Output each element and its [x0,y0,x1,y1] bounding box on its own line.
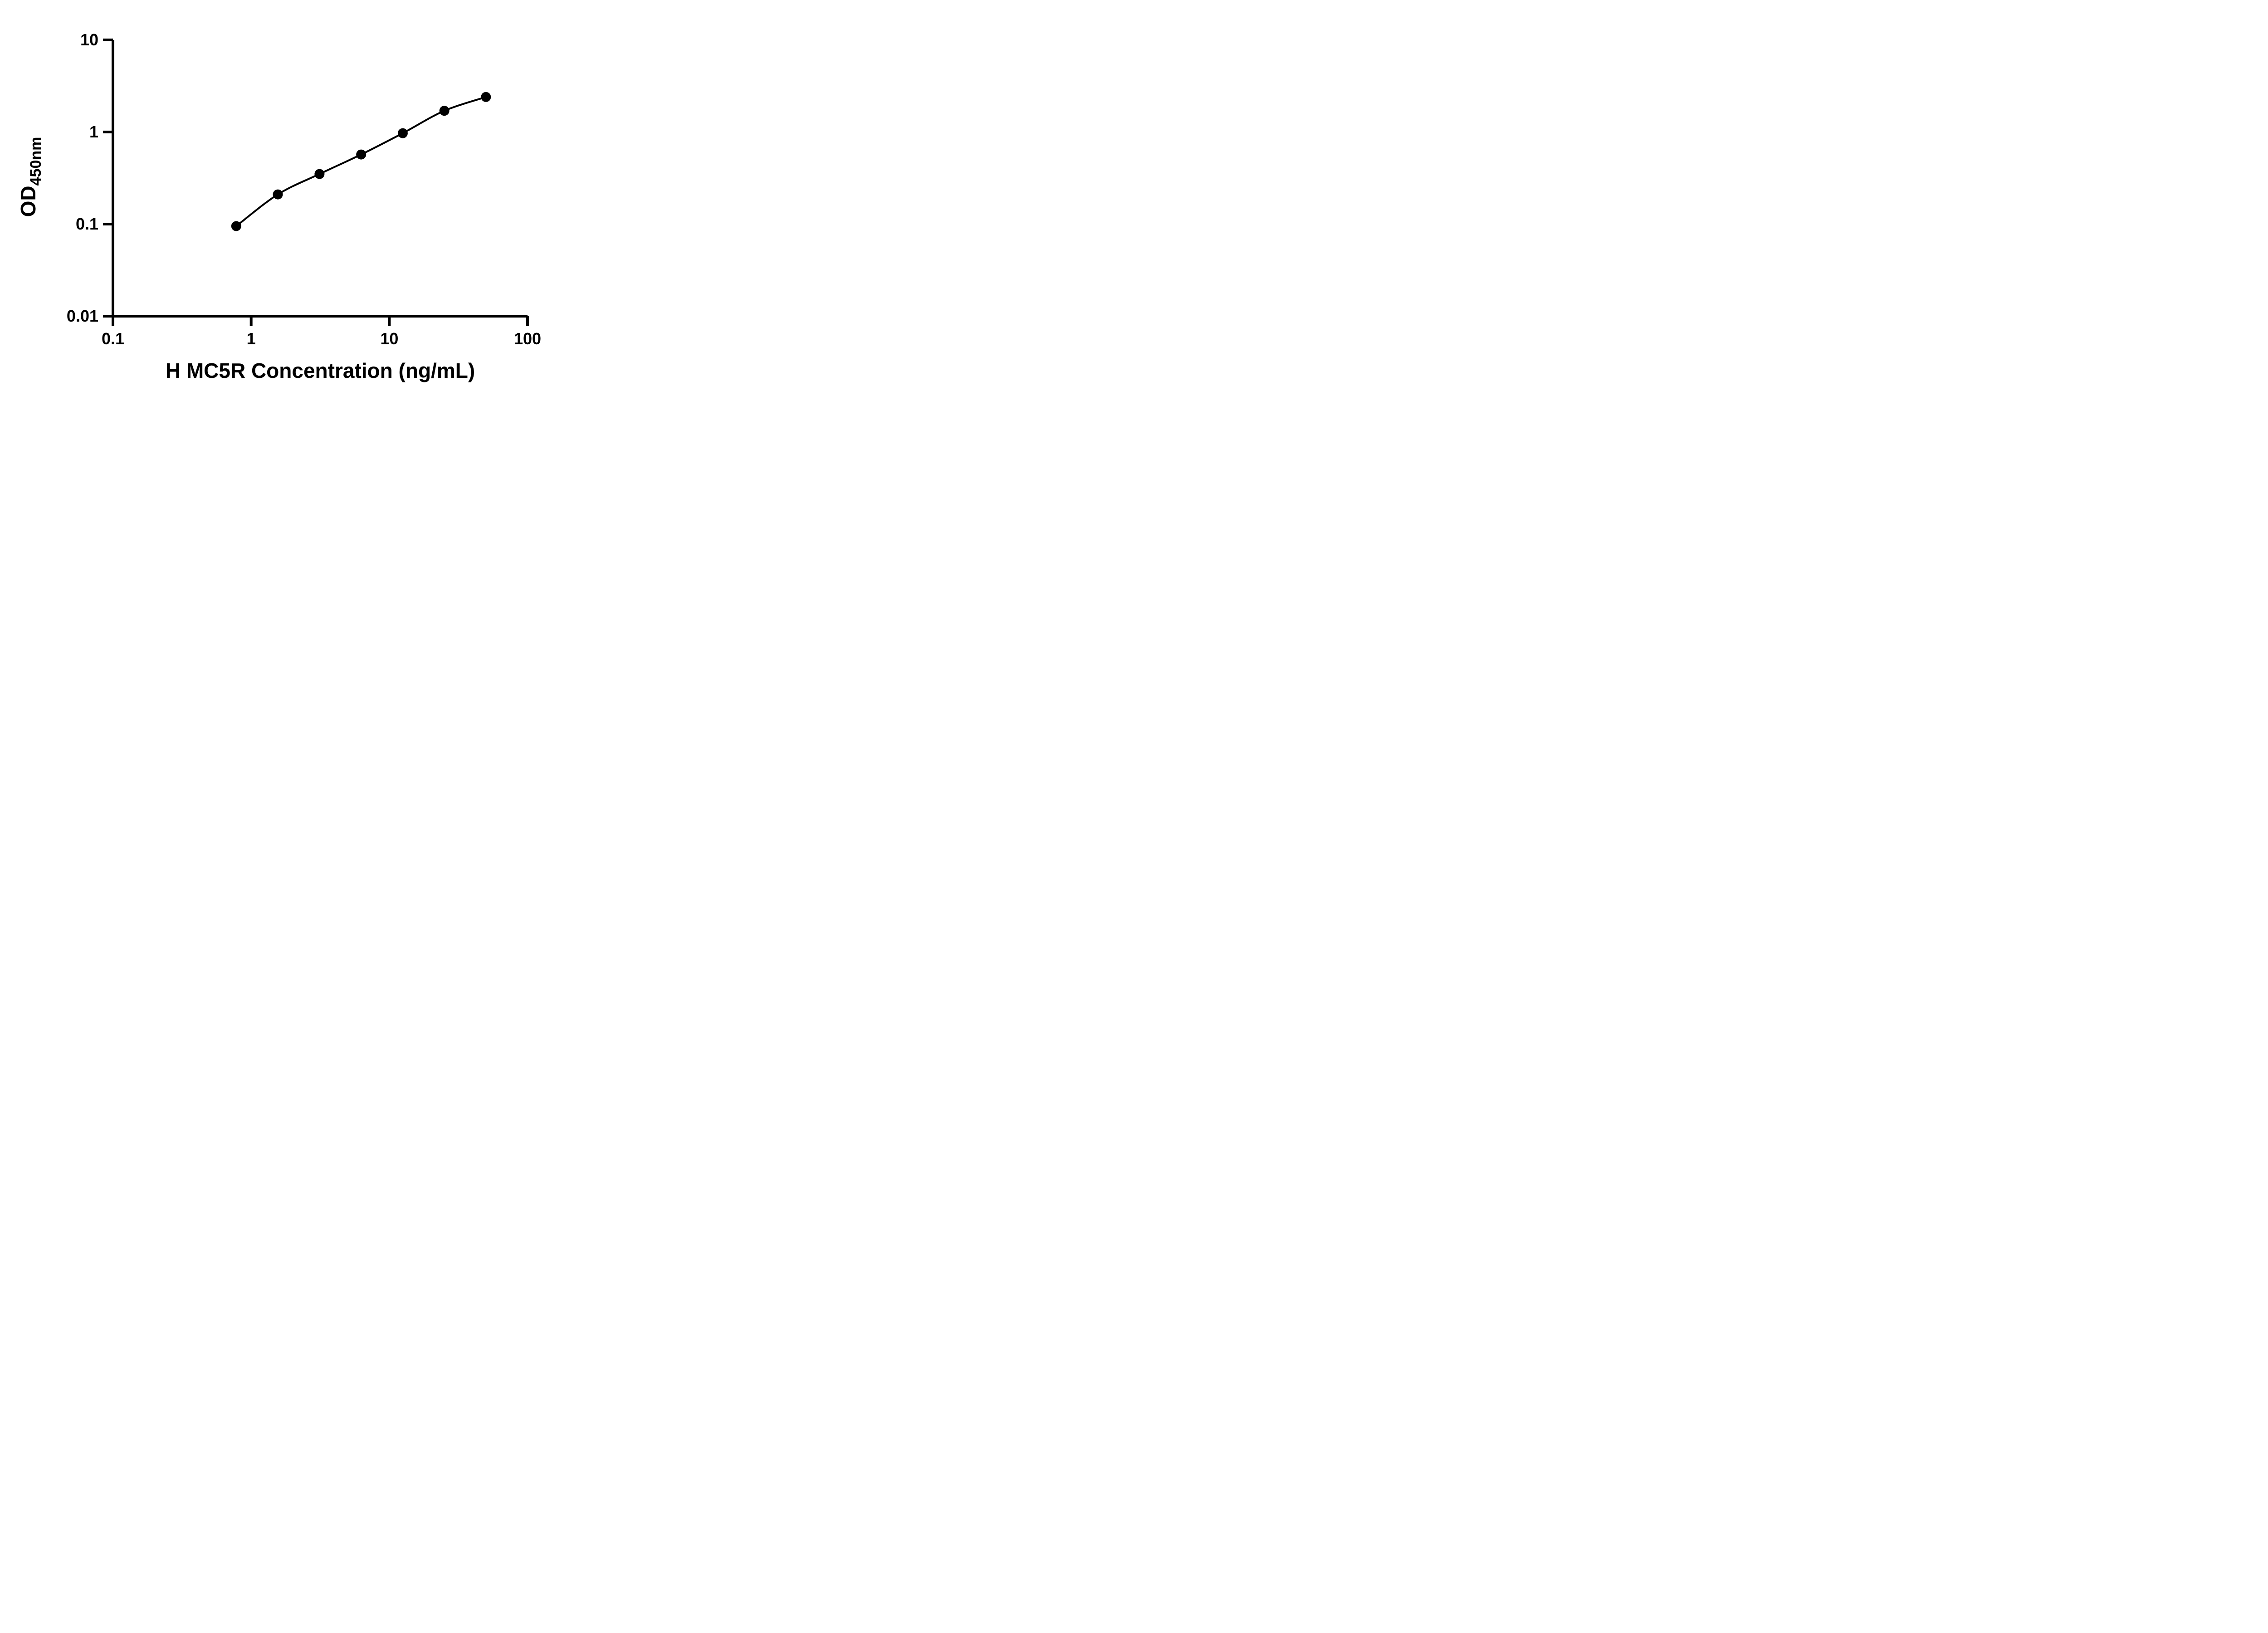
fit-curve [235,96,486,227]
data-point [273,189,283,200]
data-point [481,92,491,102]
x-axis-label: H MC5R Concentration (ng/mL) [166,359,475,382]
data-point [231,221,241,231]
data-point [356,149,367,160]
y-axis-tick-label: 0.1 [76,215,98,233]
data-point [314,169,325,179]
x-axis-tick-label: 10 [380,329,398,348]
x-axis-tick-label: 0.1 [102,329,124,348]
x-axis-tick-label: 1 [247,329,256,348]
data-point [397,128,408,138]
y-axis-tick-label: 0.01 [67,307,98,325]
y-axis-label: OD450nm [16,137,44,217]
y-axis-tick-label: 10 [80,30,98,49]
data-point [439,106,450,116]
x-axis-tick-label: 100 [514,329,541,348]
elisa-standard-curve-figure: 0.1 1 10 100 0.01 0.1 1 10 H MC5R Concentration … [0,0,583,408]
y-axis-tick-label: 1 [89,122,98,141]
